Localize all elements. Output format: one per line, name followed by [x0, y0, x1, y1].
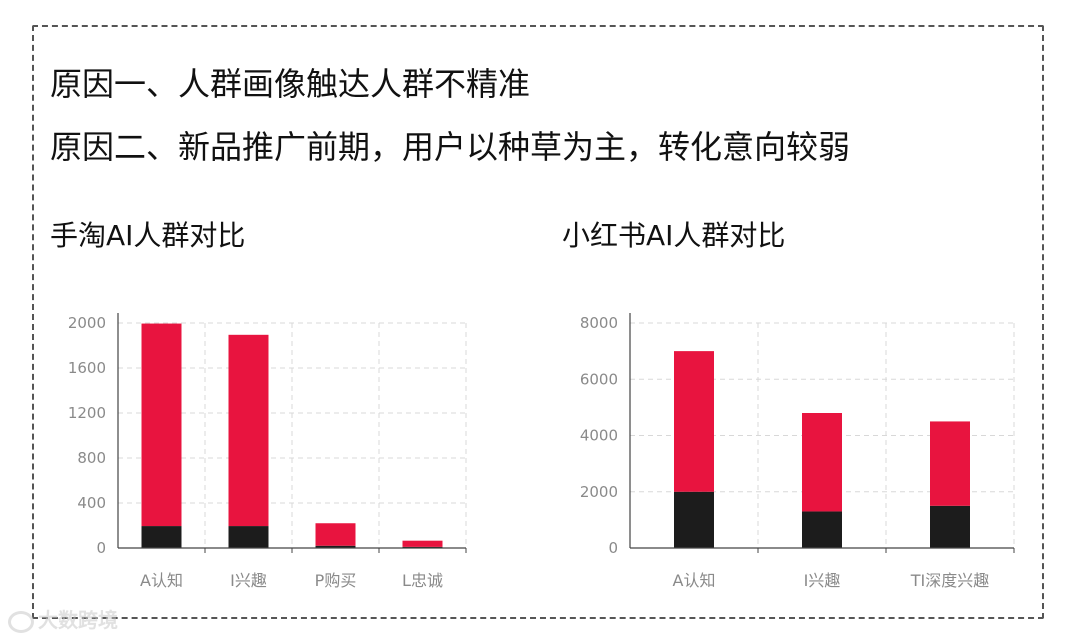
xiaohongshu-y-tick-label: 0 [608, 539, 618, 557]
watermark-logo-icon [8, 610, 34, 633]
taobao-bar-bottom-3 [315, 545, 356, 548]
xiaohongshu-chart-title: 小红书AI人群对比 [562, 219, 786, 252]
xiaohongshu-bar-top-3 [930, 421, 970, 506]
xiaohongshu-bar-top-2 [802, 413, 842, 512]
xiaohongshu-y-tick-label: 8000 [580, 314, 618, 332]
taobao-category-label: L忠诚 [402, 571, 443, 590]
xiaohongshu-bar-bottom-3 [930, 505, 970, 548]
taobao-category-label: A认知 [140, 571, 183, 590]
watermark-text: 大数跨境 [38, 608, 118, 632]
taobao-bar-bottom-1 [141, 526, 182, 548]
taobao-y-tick-label: 1600 [68, 359, 106, 377]
watermark: 大数跨境 [8, 604, 118, 633]
xiaohongshu-bar-bottom-1 [674, 491, 714, 548]
taobao-y-tick-label: 1200 [68, 404, 106, 422]
xiaohongshu-category-label: I兴趣 [804, 571, 841, 590]
taobao-chart-title: 手淘AI人群对比 [50, 219, 246, 252]
xiaohongshu-y-tick-label: 4000 [580, 427, 618, 445]
taobao-bar-top-4 [402, 540, 443, 547]
taobao-category-label: P购买 [315, 571, 357, 590]
xiaohongshu-bar-bottom-2 [802, 511, 842, 548]
xiaohongshu-category-label: TI深度兴趣 [910, 571, 990, 590]
xiaohongshu-category-label: A认知 [673, 571, 716, 590]
taobao-bar-bottom-2 [228, 526, 269, 548]
taobao-category-label: I兴趣 [230, 571, 267, 590]
taobao-bar-top-1 [141, 323, 182, 527]
taobao-bar-top-3 [315, 523, 356, 546]
xiaohongshu-y-tick-label: 6000 [580, 370, 618, 388]
reason-two-text: 原因二、新品推广前期，用户以种草为主，转化意向较弱 [50, 128, 851, 166]
taobao-y-tick-label: 800 [77, 449, 106, 467]
xiaohongshu-y-tick-label: 2000 [580, 483, 618, 501]
taobao-y-tick-label: 0 [96, 539, 106, 557]
taobao-y-tick-label: 400 [77, 494, 106, 512]
taobao-bar-top-2 [228, 334, 269, 527]
xiaohongshu-bar-top-1 [674, 351, 714, 492]
content-frame [32, 25, 1044, 619]
taobao-y-tick-label: 2000 [68, 314, 106, 332]
reason-one-text: 原因一、人群画像触达人群不精准 [50, 65, 531, 103]
